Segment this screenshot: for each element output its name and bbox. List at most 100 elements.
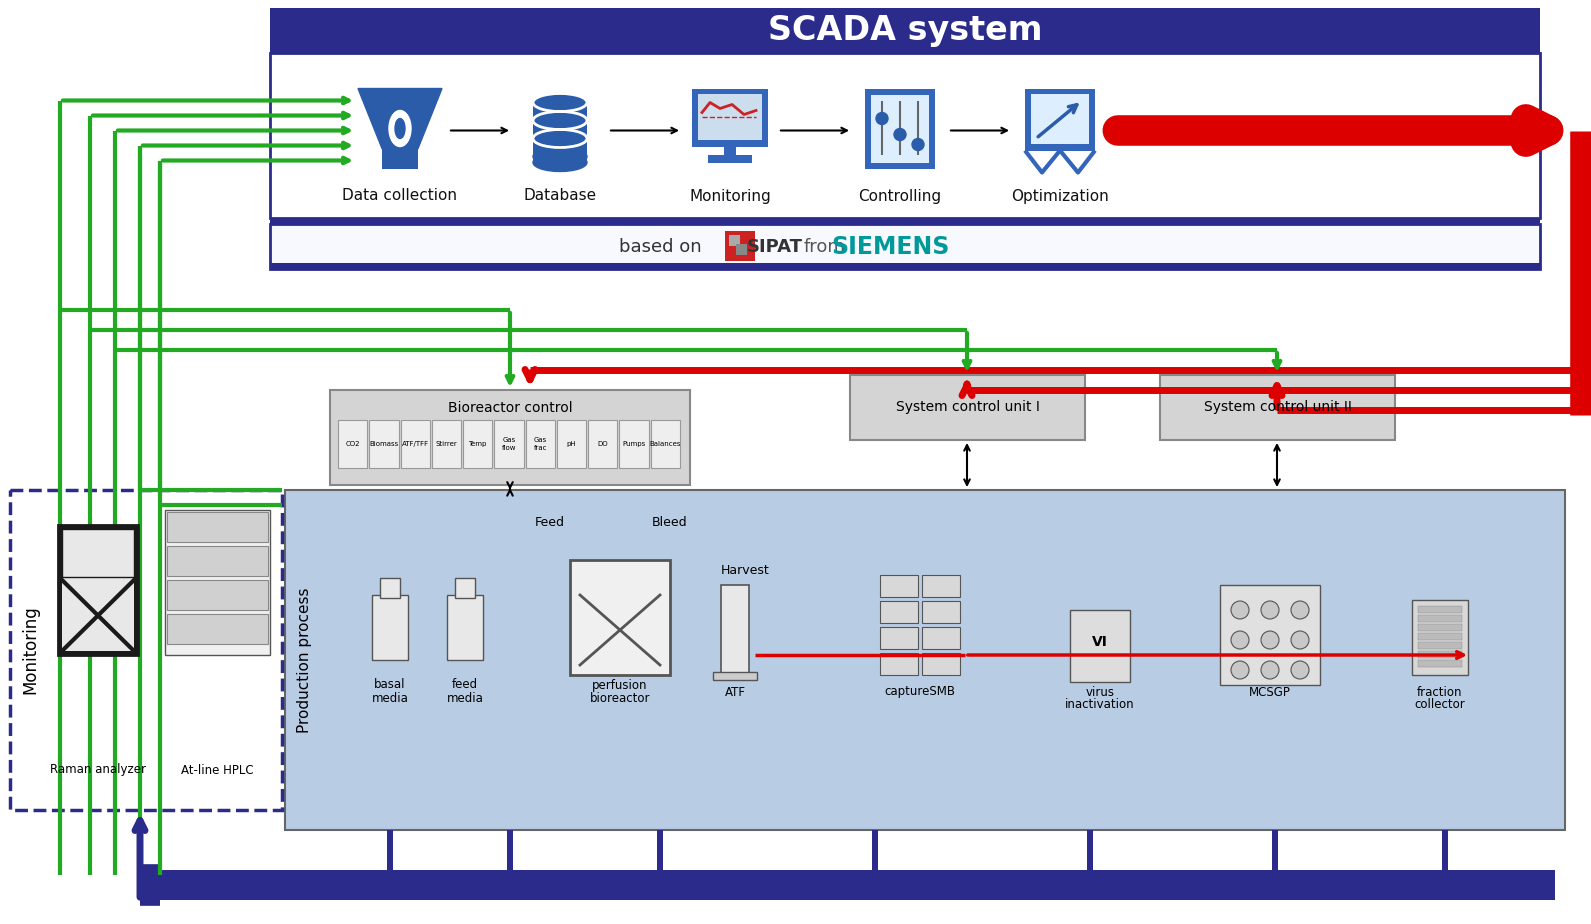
Text: from: from	[803, 237, 846, 256]
Text: Controlling: Controlling	[859, 188, 942, 203]
Bar	[167, 614, 267, 644]
Text: ATF/TFF: ATF/TFF	[401, 441, 428, 447]
Text: media: media	[447, 691, 484, 704]
Ellipse shape	[533, 129, 587, 148]
Bar	[1411, 600, 1468, 675]
Bar	[725, 230, 756, 261]
Bar	[923, 575, 959, 597]
Text: Production process: Production process	[298, 588, 312, 733]
Bar	[369, 420, 398, 468]
Text: CO2: CO2	[345, 441, 360, 447]
Text: perfusion: perfusion	[592, 678, 648, 691]
Text: Biomass: Biomass	[369, 441, 398, 447]
Text: VI: VI	[1091, 635, 1107, 649]
Ellipse shape	[390, 111, 410, 147]
Bar	[721, 585, 749, 675]
Text: SIEMENS: SIEMENS	[831, 235, 950, 259]
Bar	[455, 578, 476, 598]
Bar	[62, 529, 134, 577]
Bar	[923, 601, 959, 623]
Bar	[380, 578, 399, 598]
Circle shape	[1290, 601, 1309, 619]
Bar	[62, 529, 134, 651]
Bar	[619, 420, 649, 468]
Bar	[880, 627, 918, 649]
Bar	[880, 653, 918, 675]
Text: Bioreactor control: Bioreactor control	[447, 401, 573, 415]
Bar	[161, 870, 1554, 900]
Text: basal: basal	[374, 678, 406, 691]
Bar	[285, 490, 1566, 830]
Ellipse shape	[533, 153, 587, 172]
Text: At-line HPLC: At-line HPLC	[181, 763, 255, 776]
Bar	[382, 144, 418, 168]
Bar	[431, 420, 461, 468]
Bar	[337, 420, 368, 468]
Bar	[1220, 585, 1321, 685]
Ellipse shape	[533, 112, 587, 129]
Bar	[729, 235, 740, 246]
Bar	[657, 830, 663, 870]
Bar	[525, 420, 555, 468]
Text: inactivation: inactivation	[1066, 699, 1134, 711]
Circle shape	[1262, 631, 1279, 649]
Polygon shape	[358, 89, 442, 149]
Text: Raman analyzer: Raman analyzer	[49, 763, 146, 776]
Bar	[1418, 651, 1462, 658]
Bar	[447, 595, 484, 660]
Bar	[508, 830, 512, 870]
Text: media: media	[372, 691, 409, 704]
Text: Optimization: Optimization	[1012, 188, 1109, 203]
Bar	[692, 89, 768, 147]
Bar	[724, 147, 737, 156]
Text: ATF: ATF	[724, 686, 746, 699]
Bar	[870, 94, 929, 163]
Bar	[1418, 624, 1462, 631]
Bar	[866, 89, 936, 168]
Text: virus: virus	[1085, 686, 1115, 699]
Text: Gas
frac: Gas frac	[533, 437, 547, 451]
Bar	[570, 560, 670, 675]
Text: Feed: Feed	[535, 516, 565, 529]
Ellipse shape	[533, 93, 587, 112]
Bar	[651, 420, 679, 468]
Text: Data collection: Data collection	[342, 188, 458, 203]
Text: Bleed: Bleed	[652, 516, 687, 529]
Circle shape	[912, 139, 924, 151]
Bar	[329, 390, 690, 485]
Text: Balances: Balances	[649, 441, 681, 447]
Circle shape	[1290, 661, 1309, 679]
Bar	[57, 525, 138, 655]
Bar	[270, 8, 1540, 53]
Bar	[401, 420, 430, 468]
Bar	[1071, 610, 1130, 682]
Text: SCADA system: SCADA system	[768, 14, 1042, 47]
Bar	[737, 244, 748, 254]
Text: Stirrer: Stirrer	[436, 441, 457, 447]
Text: System control unit I: System control unit I	[896, 400, 1039, 415]
Bar	[270, 53, 1540, 218]
Bar	[1418, 633, 1462, 640]
Bar	[880, 575, 918, 597]
Text: DO: DO	[598, 441, 608, 447]
Circle shape	[1262, 601, 1279, 619]
Circle shape	[1262, 661, 1279, 679]
Bar	[387, 830, 393, 870]
Bar	[1271, 830, 1278, 870]
Bar	[850, 375, 1085, 440]
Text: pH: pH	[566, 441, 576, 447]
Bar	[1418, 615, 1462, 622]
Bar	[1087, 830, 1093, 870]
Text: based on: based on	[619, 237, 702, 256]
Circle shape	[1231, 661, 1249, 679]
Bar	[270, 218, 1540, 224]
Text: Database: Database	[523, 188, 597, 203]
Bar	[167, 512, 267, 542]
Bar	[589, 420, 617, 468]
Circle shape	[877, 113, 888, 125]
Circle shape	[1231, 601, 1249, 619]
Text: captureSMB: captureSMB	[885, 686, 956, 699]
Bar	[872, 830, 878, 870]
Bar	[1418, 642, 1462, 649]
Bar	[880, 601, 918, 623]
